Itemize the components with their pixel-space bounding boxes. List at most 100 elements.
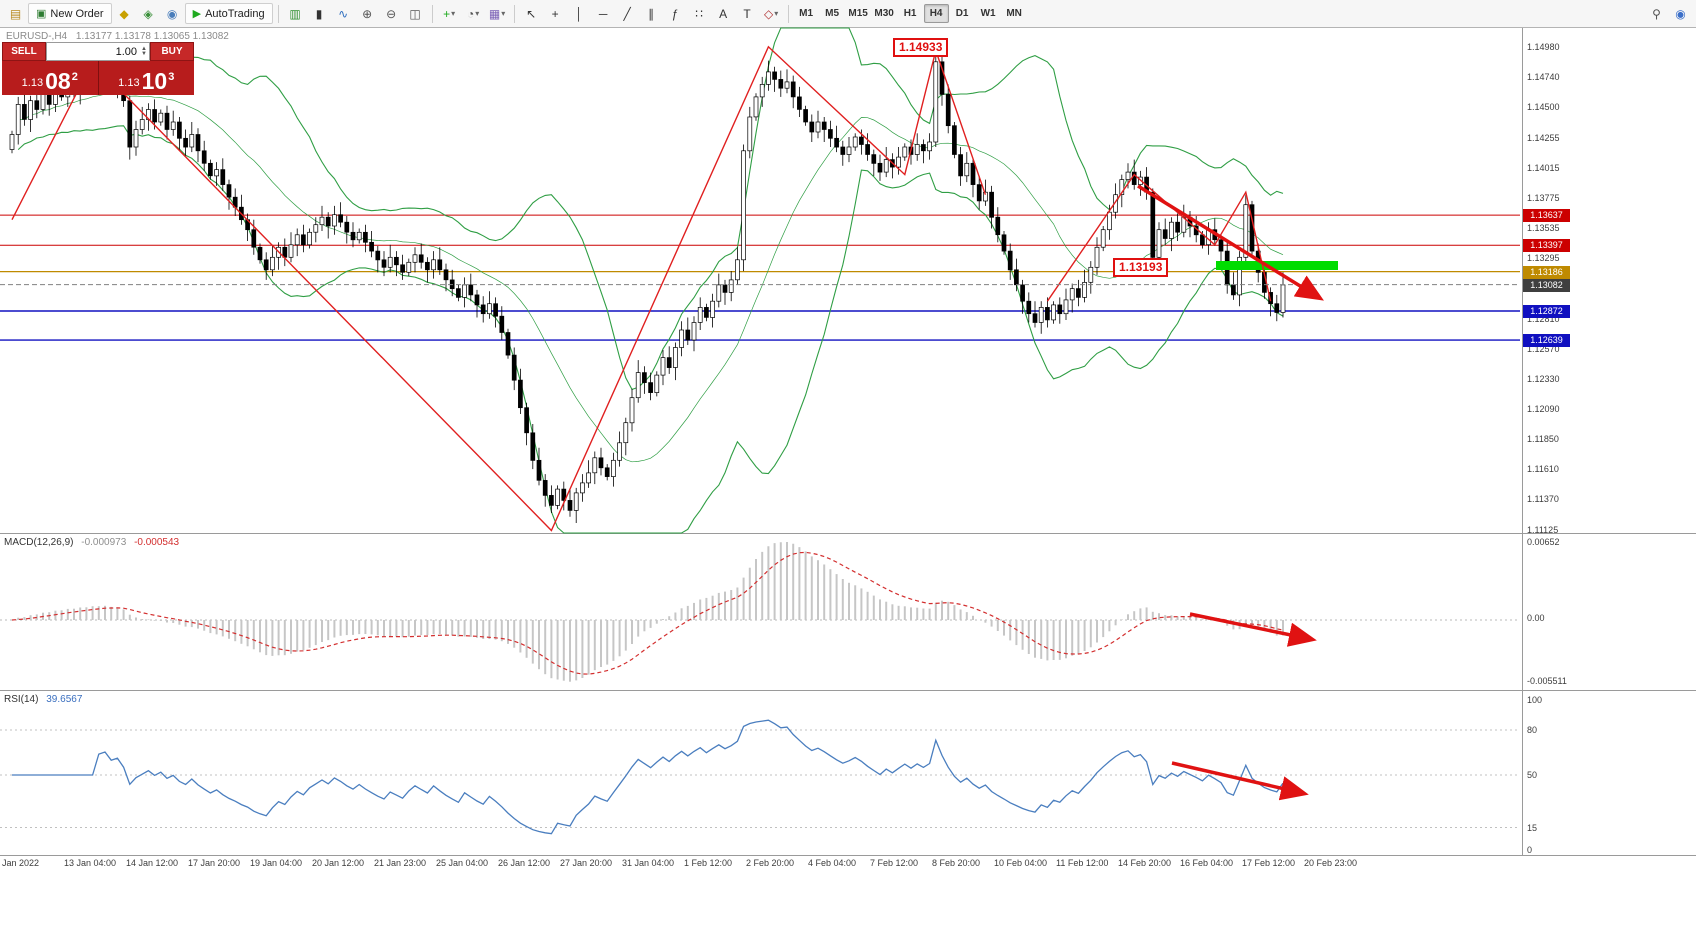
timeframe-w1[interactable]: W1 <box>980 8 996 19</box>
dropdown-arrow-icon: ▾ <box>774 9 779 18</box>
timeframe-h1[interactable]: H1 <box>903 8 917 19</box>
price-tag: 1.12639 <box>1523 334 1570 348</box>
timeframe-mn[interactable]: MN <box>1006 8 1022 19</box>
macd-label: MACD(12,26,9) -0.000973 -0.000543 <box>4 537 184 548</box>
new-order-button-label: New Order <box>50 7 104 20</box>
sell-button[interactable]: SELL <box>2 42 46 61</box>
macd-name: MACD(12,26,9) <box>4 537 74 548</box>
volume-spinner: ▲ ▼ <box>141 45 147 57</box>
cursor-icon[interactable]: ↖ <box>520 4 543 24</box>
trendline-icon[interactable]: ╱ <box>616 4 639 24</box>
volume-down-icon[interactable]: ▼ <box>141 50 147 57</box>
time-label: 2 Feb 20:00 <box>746 858 795 868</box>
market-icon[interactable]: ◉ <box>161 4 184 24</box>
timeframe-m30[interactable]: M30 <box>874 8 894 19</box>
arrows-icon-glyph: ◇ <box>763 6 774 21</box>
price-scale-label: 1.14015 <box>1527 162 1560 173</box>
text-icon-glyph: A <box>719 6 728 21</box>
tile-windows-icon[interactable]: ◫ <box>404 4 427 24</box>
timeframe-m5[interactable]: M5 <box>825 8 840 19</box>
new-order-icon: ▣ <box>36 8 47 20</box>
rsi-scale-label: 0 <box>1527 845 1533 855</box>
time-label: 14 Jan 12:00 <box>126 858 179 868</box>
community-icon-glyph: ◉ <box>1675 6 1686 21</box>
new-chart-icon[interactable]: + ▾ <box>438 4 461 24</box>
timeframe-h4[interactable]: H4 <box>923 4 949 23</box>
horizontal-line-icon-glyph: ─ <box>598 6 608 21</box>
price-tag: 1.13082 <box>1523 278 1570 292</box>
timeframe-d1[interactable]: D1 <box>955 8 969 19</box>
workspace-icon-glyph: ▤ <box>9 6 22 21</box>
price-scale-label: 1.13295 <box>1527 252 1560 263</box>
volume-field[interactable]: 1.00 ▲ ▼ <box>46 42 150 61</box>
rsi-scale-label: 50 <box>1527 770 1538 780</box>
rsi-scale-label: 100 <box>1527 695 1543 705</box>
arrows-icon[interactable]: ◇ ▾ <box>760 4 783 24</box>
rsi-label: RSI(14) 39.6567 <box>4 694 87 705</box>
time-label: 27 Jan 20:00 <box>560 858 613 868</box>
time-label: 8 Feb 20:00 <box>932 858 981 868</box>
bid-price-pipette: 2 <box>71 71 78 83</box>
autotrading-button[interactable]: ▶ AutoTrading <box>184 3 273 24</box>
time-label: 1 Feb 12:00 <box>684 858 733 868</box>
new-order-button[interactable]: ▣ New Order <box>28 3 112 24</box>
workspace-icon[interactable]: ▤ <box>4 4 27 24</box>
community-icon[interactable]: ◉ <box>1669 4 1692 24</box>
chart-header: EURUSD-,H4 1.13177 1.13178 1.13065 1.130… <box>6 31 235 42</box>
time-label: 4 Feb 04:00 <box>808 858 857 868</box>
time-label: 26 Jan 12:00 <box>498 858 551 868</box>
bid-price[interactable]: 1.13 08 2 <box>2 61 99 95</box>
price-scale-label: 1.12330 <box>1527 373 1560 384</box>
toolbar-separator <box>431 4 433 23</box>
timeframe-m1[interactable]: M1 <box>799 8 814 19</box>
price-scale-label: 1.14740 <box>1527 71 1560 82</box>
time-label: 14 Feb 20:00 <box>1118 858 1172 868</box>
ask-price-big: 10 <box>141 68 168 94</box>
candlestick-chart-icon-glyph: ▮ <box>315 6 323 21</box>
text-label-icon[interactable]: T <box>736 4 759 24</box>
macd-signal-value: -0.000543 <box>134 537 180 548</box>
bar-chart-icon[interactable]: ▥ <box>284 4 307 24</box>
price-scale-label: 1.12090 <box>1527 403 1560 414</box>
price-tag: 1.13186 <box>1523 265 1570 279</box>
profiles-icon-glyph: ◔ <box>466 6 475 21</box>
fibonacci-icon[interactable]: ƒ <box>664 4 687 24</box>
zoom-in-icon[interactable]: ⊕ <box>356 4 379 24</box>
ask-price-pipette: 3 <box>168 71 175 83</box>
equidistant-channel-icon[interactable]: ∥ <box>640 4 663 24</box>
templates-icon-glyph: ▦ <box>488 6 501 21</box>
crosshair-icon[interactable]: + <box>544 4 567 24</box>
timeframe-m15[interactable]: M15 <box>848 8 868 19</box>
time-label: 16 Feb 04:00 <box>1180 858 1234 868</box>
zoom-in-icon-glyph: ⊕ <box>362 6 373 21</box>
horizontal-line-icon[interactable]: ─ <box>592 4 615 24</box>
buy-button[interactable]: BUY <box>150 42 194 61</box>
line-chart-icon[interactable]: ∿ <box>332 4 355 24</box>
profiles-icon[interactable]: ◔ ▾ <box>462 4 485 24</box>
macd-main-value: -0.000973 <box>81 537 127 548</box>
ohlc-values: 1.13177 1.13178 1.13065 1.13082 <box>75 31 229 42</box>
objects-icon[interactable]: ∷ <box>688 4 711 24</box>
search-icon[interactable]: ⚲ <box>1645 4 1668 24</box>
macd-scale-label: 0.00652 <box>1527 537 1560 547</box>
vertical-line-icon[interactable]: │ <box>568 4 591 24</box>
autotrading-play-icon: ▶ <box>192 8 202 20</box>
time-label: 17 Feb 12:00 <box>1242 858 1296 868</box>
ask-price[interactable]: 1.13 10 3 <box>99 61 195 95</box>
rsi-scale-label: 15 <box>1527 822 1538 833</box>
autotrading-button-label: AutoTrading <box>205 7 265 20</box>
macd-scale-label: -0.005511 <box>1527 676 1567 686</box>
price-callout: 1.13193 <box>1113 258 1169 277</box>
dropdown-arrow-icon: ▾ <box>451 9 456 18</box>
candlestick-chart-icon[interactable]: ▮ <box>308 4 331 24</box>
templates-icon[interactable]: ▦ ▾ <box>486 4 509 24</box>
scripts-icon[interactable]: ◈ <box>137 4 160 24</box>
dropdown-arrow-icon: ▾ <box>501 9 506 18</box>
text-icon[interactable]: A <box>712 4 735 24</box>
ask-price-prefix: 1.13 <box>118 77 140 89</box>
zoom-out-icon[interactable]: ⊖ <box>380 4 403 24</box>
volume-up-icon[interactable]: ▲ <box>141 45 147 52</box>
expert-advisors-icon[interactable]: ◆ <box>113 4 136 24</box>
